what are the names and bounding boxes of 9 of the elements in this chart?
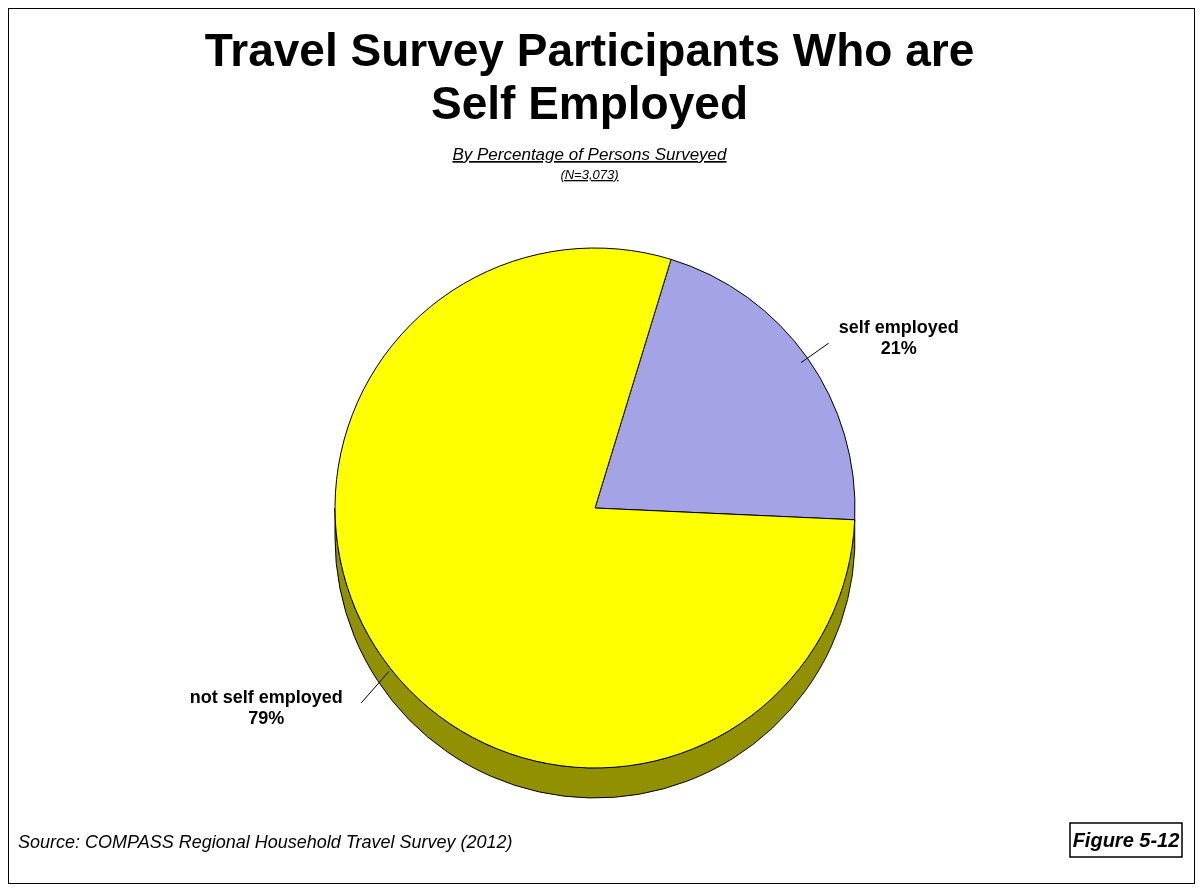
data-label: 79% — [248, 707, 285, 728]
slice-label: not self employed — [189, 686, 343, 707]
source-note: Source: COMPASS Regional Household Travel Survey (2012) — [18, 832, 513, 852]
caption: Figure 5-12 — [1072, 829, 1180, 851]
slice-label: self employed — [838, 317, 959, 338]
chart-title: Travel Survey Participants Who are Self Employed — [204, 24, 975, 129]
data-label: 21% — [880, 337, 917, 358]
chart-subtitle: By Percentage of Persons Surveyed — [452, 145, 728, 164]
text: (N=3,073) — [560, 167, 619, 182]
